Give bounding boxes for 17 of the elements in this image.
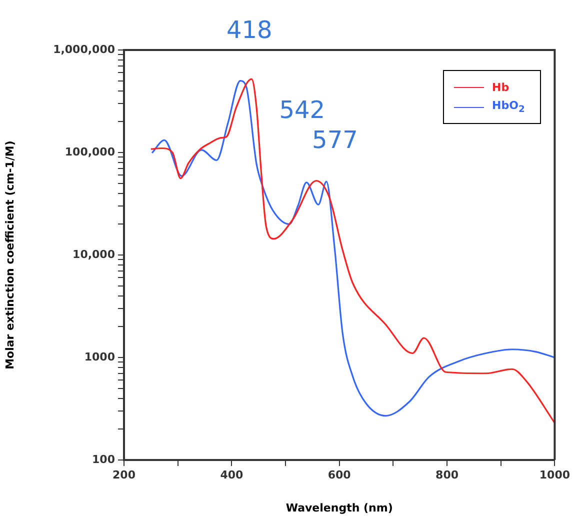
y-axis-title: Molar extinction coefficient (cm-1/M) xyxy=(3,140,16,370)
legend-label: HbO$_{2}$ xyxy=(492,98,525,116)
x-tick-label: 200 xyxy=(112,468,136,482)
x-axis-title: Wavelength (nm) xyxy=(286,501,393,514)
x-tick-label: 1000 xyxy=(539,468,570,482)
y-tick-label: 10,000 xyxy=(72,248,116,261)
y-tick-label: 100 xyxy=(92,452,116,466)
y-tick-label: 100,000 xyxy=(64,145,116,158)
y-tick-label: 1000 xyxy=(84,350,116,364)
annotation: 542 xyxy=(279,96,326,124)
legend-label: Hb xyxy=(492,80,510,94)
annotation: 418 xyxy=(226,16,272,44)
x-tick-label: 600 xyxy=(328,468,352,482)
annotation: 577 xyxy=(312,126,358,154)
y-tick-label: 1,000,000 xyxy=(53,42,116,56)
x-tick-label: 800 xyxy=(436,468,459,482)
x-tick-label: 400 xyxy=(220,468,244,482)
